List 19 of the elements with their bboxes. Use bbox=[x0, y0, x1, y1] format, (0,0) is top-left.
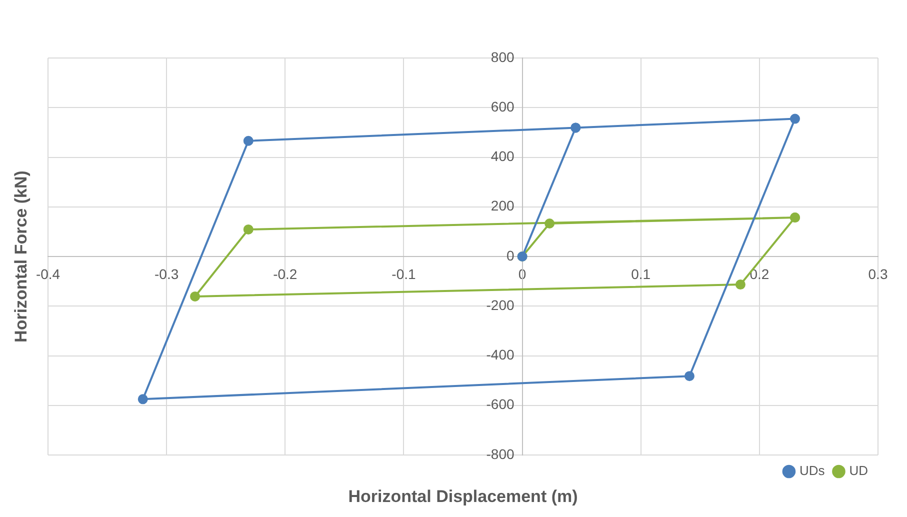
x-tick-label: -0.3 bbox=[154, 266, 179, 282]
y-tick-label: -800 bbox=[486, 446, 514, 462]
y-axis-title: Horizontal Force (kN) bbox=[12, 170, 31, 342]
x-tick-label: -0.4 bbox=[36, 266, 60, 282]
x-tick-label: -0.2 bbox=[273, 266, 298, 282]
y-tick-label: -600 bbox=[486, 396, 514, 412]
y-tick-label: 800 bbox=[490, 48, 514, 65]
y-tick-label: -200 bbox=[486, 296, 514, 313]
y-tick-label: 0 bbox=[506, 247, 514, 264]
y-tick-label: -400 bbox=[486, 346, 514, 363]
y-tick-label: 600 bbox=[490, 98, 514, 114]
x-tick-label: 0.3 bbox=[868, 266, 888, 282]
y-tick-label: 200 bbox=[490, 198, 514, 214]
x-tick-label: -0.1 bbox=[392, 266, 416, 282]
y-tick-label: 400 bbox=[490, 148, 514, 164]
legend-label: UDs bbox=[799, 463, 826, 478]
x-axis-title: Horizontal Displacement (m) bbox=[348, 487, 578, 506]
legend-label: UD bbox=[849, 463, 868, 478]
x-tick-label: 0.1 bbox=[631, 266, 651, 282]
